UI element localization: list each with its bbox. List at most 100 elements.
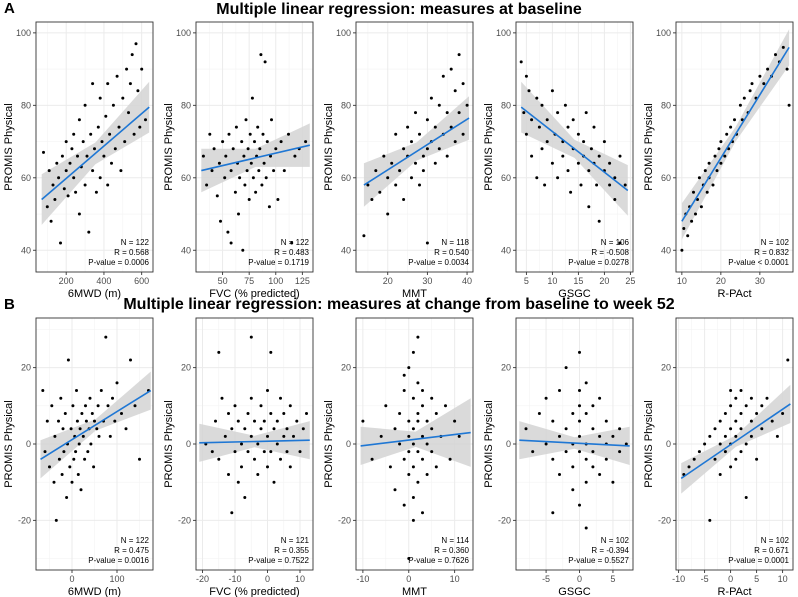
- data-point: [129, 358, 132, 362]
- data-point: [589, 147, 593, 151]
- data-point: [694, 212, 697, 216]
- data-point: [60, 154, 64, 158]
- data-point: [57, 419, 60, 423]
- x-axis-title: MMT: [402, 288, 427, 300]
- data-point: [524, 132, 528, 136]
- data-point: [120, 412, 123, 415]
- data-point: [76, 154, 79, 158]
- y-axis-title: PROMIS Physical: [323, 103, 335, 190]
- stat-n: N = 106: [601, 238, 630, 247]
- data-point: [110, 161, 113, 165]
- data-point: [433, 161, 437, 165]
- data-point: [537, 412, 541, 415]
- y-tick-label: 100: [16, 28, 31, 38]
- data-point: [750, 82, 754, 86]
- data-point: [416, 480, 420, 484]
- stat-r: R = 0.355: [274, 546, 309, 555]
- data-point: [106, 82, 110, 86]
- stat-p: P-value = 0.5527: [568, 556, 629, 565]
- data-point: [398, 442, 402, 446]
- data-point: [100, 140, 104, 144]
- x-tick-label: -10: [228, 574, 241, 584]
- data-point: [444, 404, 447, 408]
- data-point: [421, 457, 424, 461]
- y-tick-label: 80: [341, 100, 351, 110]
- data-point: [748, 89, 752, 93]
- data-point: [703, 169, 707, 173]
- x-tick-label: 15: [573, 276, 583, 286]
- scatter-panel-10: -10 -5 0 5 10 -20 0 20 R-PAct PROMIS Physical N = …: [643, 317, 794, 597]
- data-point: [253, 419, 256, 423]
- data-point: [288, 404, 292, 408]
- data-point: [543, 183, 547, 187]
- data-point: [744, 442, 748, 446]
- data-point: [77, 442, 81, 446]
- data-point: [578, 389, 581, 392]
- x-axis-title: R-PAct: [717, 586, 751, 597]
- stat-n: N = 118: [441, 238, 469, 247]
- data-point: [749, 434, 753, 438]
- data-point: [537, 125, 541, 129]
- x-tick-label: 30: [755, 276, 765, 286]
- data-point: [734, 434, 738, 438]
- data-point: [734, 419, 738, 423]
- x-tick-label: 10: [677, 276, 687, 286]
- data-point: [430, 396, 434, 400]
- data-point: [540, 147, 544, 151]
- data-point: [433, 125, 437, 129]
- data-point: [398, 169, 402, 173]
- regression-line: [520, 106, 629, 192]
- data-point: [579, 183, 583, 187]
- data-point: [421, 404, 424, 408]
- data-point: [68, 161, 72, 165]
- data-point: [266, 434, 269, 438]
- data-point: [465, 103, 469, 107]
- data-point: [266, 389, 269, 392]
- data-point: [230, 511, 234, 515]
- data-point: [215, 194, 219, 198]
- data-point: [770, 419, 774, 423]
- data-point: [264, 176, 268, 180]
- data-point: [217, 161, 221, 165]
- data-point: [530, 118, 534, 122]
- stat-n: N = 102: [761, 536, 790, 545]
- data-point: [563, 103, 567, 107]
- data-point: [744, 496, 748, 499]
- data-point: [285, 450, 289, 454]
- y-tick-label: -20: [498, 515, 511, 525]
- data-point: [99, 389, 103, 392]
- data-point: [223, 176, 227, 180]
- data-point: [569, 190, 573, 194]
- x-axis-title: GSGC: [558, 288, 590, 300]
- data-point: [576, 132, 580, 136]
- x-tick-label: -5: [701, 574, 709, 584]
- data-point: [227, 412, 230, 415]
- data-point: [257, 169, 261, 173]
- data-point: [217, 350, 221, 354]
- data-point: [272, 169, 276, 173]
- data-point: [595, 183, 599, 187]
- data-point: [786, 358, 790, 362]
- data-point: [556, 176, 560, 180]
- data-point: [227, 473, 230, 476]
- data-point: [210, 450, 214, 454]
- data-point: [425, 241, 429, 245]
- data-point: [618, 241, 622, 245]
- data-point: [587, 205, 591, 209]
- x-tick-label: 5: [754, 574, 759, 584]
- data-point: [535, 176, 539, 180]
- data-point: [249, 335, 253, 339]
- confidence-band: [681, 384, 791, 494]
- stat-n: N = 102: [601, 536, 630, 545]
- y-tick-label: 40: [341, 245, 351, 255]
- data-point: [734, 396, 738, 400]
- data-point: [242, 154, 246, 158]
- y-tick-label: 60: [501, 173, 511, 183]
- data-point: [72, 457, 76, 461]
- regression-line: [519, 439, 630, 447]
- data-point: [382, 154, 386, 158]
- data-point: [262, 419, 266, 423]
- data-point: [765, 396, 769, 400]
- data-point: [378, 190, 382, 194]
